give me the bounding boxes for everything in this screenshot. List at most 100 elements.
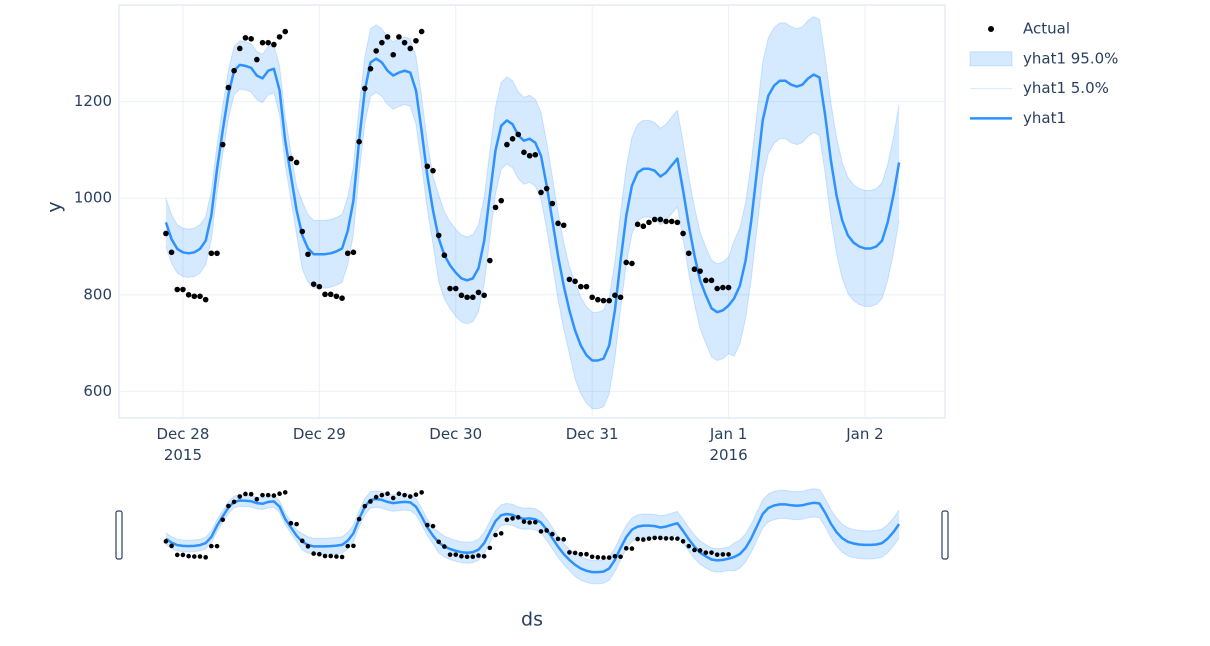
data-point bbox=[191, 293, 198, 300]
data-point bbox=[618, 554, 623, 560]
data-point bbox=[651, 216, 658, 223]
data-point bbox=[538, 189, 544, 196]
data-point bbox=[413, 37, 419, 44]
data-point bbox=[413, 492, 419, 497]
data-point bbox=[560, 222, 567, 229]
data-point bbox=[242, 35, 249, 41]
data-point bbox=[180, 286, 186, 293]
data-point bbox=[401, 39, 408, 46]
data-point bbox=[379, 39, 385, 46]
data-point bbox=[703, 277, 709, 284]
series-line bbox=[165, 505, 900, 585]
data-point bbox=[214, 250, 220, 257]
series-line bbox=[165, 497, 901, 574]
data-point bbox=[447, 552, 453, 557]
y-tick-label: 600 bbox=[83, 382, 112, 400]
data-point bbox=[509, 136, 516, 142]
data-point bbox=[430, 523, 436, 529]
data-point bbox=[533, 519, 538, 525]
data-point bbox=[208, 250, 215, 257]
data-point bbox=[441, 252, 448, 259]
data-point bbox=[498, 531, 504, 536]
data-point bbox=[396, 34, 402, 40]
data-point bbox=[555, 220, 561, 227]
data-point bbox=[339, 554, 345, 560]
x-tick-label: Dec 28 2015 bbox=[156, 425, 210, 464]
data-point bbox=[572, 278, 578, 285]
data-point bbox=[254, 56, 260, 63]
series-line bbox=[165, 88, 900, 410]
data-point bbox=[646, 219, 652, 226]
data-point bbox=[708, 277, 715, 284]
data-point bbox=[725, 284, 732, 291]
data-point bbox=[322, 291, 328, 298]
data-point bbox=[646, 536, 652, 541]
data-point bbox=[601, 555, 606, 560]
data-point bbox=[606, 297, 613, 304]
data-point bbox=[174, 552, 180, 558]
data-point bbox=[192, 554, 197, 559]
data-point bbox=[231, 499, 237, 505]
data-point bbox=[379, 492, 385, 498]
data-point bbox=[311, 551, 316, 556]
data-point bbox=[168, 249, 175, 256]
grid bbox=[119, 5, 945, 418]
data-point bbox=[271, 41, 277, 48]
data-point bbox=[288, 520, 294, 526]
data-point bbox=[464, 294, 470, 301]
data-point bbox=[402, 492, 407, 498]
data-point bbox=[339, 295, 345, 302]
data-point bbox=[271, 493, 277, 498]
data-point bbox=[572, 550, 578, 556]
data-point bbox=[197, 554, 203, 559]
data-point bbox=[686, 543, 692, 549]
data-point bbox=[680, 539, 686, 544]
data-point bbox=[180, 552, 186, 558]
data-point bbox=[538, 529, 544, 534]
data-point bbox=[322, 553, 328, 559]
data-point bbox=[288, 155, 294, 162]
data-point bbox=[595, 555, 601, 560]
legend-marker bbox=[988, 26, 994, 32]
data-point bbox=[493, 532, 498, 538]
data-point bbox=[504, 141, 510, 148]
data-point bbox=[209, 543, 214, 549]
data-point bbox=[163, 230, 169, 237]
data-point bbox=[487, 545, 493, 551]
data-point bbox=[328, 553, 334, 559]
y-tick-label: 1200 bbox=[74, 92, 112, 110]
data-point bbox=[356, 516, 362, 522]
data-point bbox=[396, 491, 402, 497]
data-point bbox=[663, 536, 669, 541]
data-point bbox=[305, 251, 311, 258]
data-point bbox=[515, 131, 522, 138]
series-line bbox=[165, 16, 900, 313]
data-point bbox=[709, 550, 714, 555]
data-point bbox=[373, 494, 379, 500]
data-point bbox=[550, 531, 555, 537]
data-point bbox=[635, 536, 640, 542]
x-tick-label: Dec 31 bbox=[565, 425, 619, 443]
data-point bbox=[464, 554, 470, 560]
data-point bbox=[327, 291, 334, 298]
data-point bbox=[407, 494, 413, 499]
data-point bbox=[407, 45, 414, 52]
data-point bbox=[578, 551, 584, 557]
data-point bbox=[299, 228, 306, 235]
legend-swatch bbox=[969, 51, 1013, 67]
data-point bbox=[265, 492, 271, 498]
data-point bbox=[282, 28, 289, 35]
data-point bbox=[629, 260, 635, 267]
data-point bbox=[305, 544, 311, 549]
plot-frame bbox=[118, 4, 946, 419]
legend-label: yhat1 95.0% bbox=[1023, 49, 1118, 67]
data-point bbox=[419, 490, 424, 495]
data-point bbox=[186, 553, 191, 559]
data-point bbox=[254, 496, 260, 502]
data-point bbox=[726, 552, 731, 557]
data-point bbox=[600, 297, 607, 304]
data-point bbox=[362, 85, 368, 92]
data-point bbox=[425, 522, 430, 528]
data-point bbox=[356, 138, 362, 145]
data-point bbox=[248, 491, 254, 497]
